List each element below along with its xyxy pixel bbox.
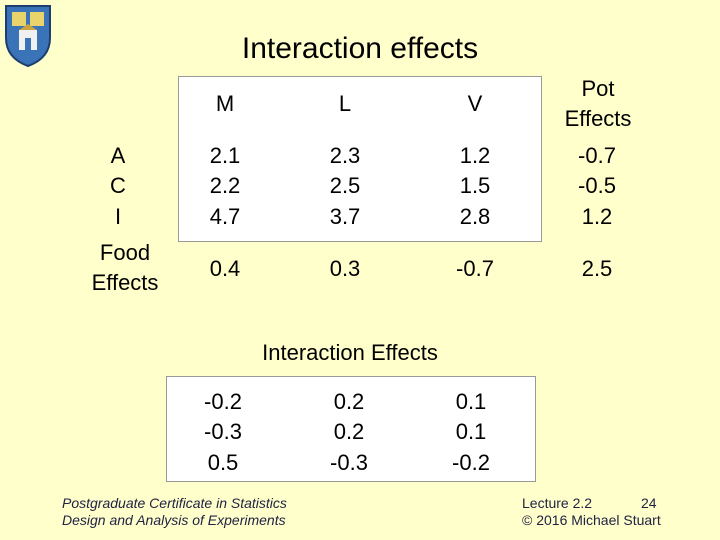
slide-title: Interaction effects [241, 32, 479, 65]
food-effect-v: -0.7 [456, 256, 494, 281]
cell-i-v: 2.8 [459, 204, 491, 229]
cell-c-pot: -0.5 [578, 173, 616, 198]
footer-page-number: 24 [641, 495, 657, 511]
ie-cell-2-1: -0.3 [204, 419, 242, 444]
food-effect-pot: 2.5 [581, 256, 613, 281]
interaction-effects-table [166, 376, 536, 482]
header-v: V [467, 91, 483, 116]
cell-c-l: 2.5 [329, 173, 361, 198]
footer-course-line1: Postgraduate Certificate in Statistics [62, 495, 287, 511]
row-label-c: C [110, 173, 126, 198]
header-m: M [215, 91, 235, 116]
footer-copyright: © 2016 Michael Stuart [522, 512, 661, 528]
cell-i-l: 3.7 [329, 204, 361, 229]
food-effects-label: Food Effects [91, 240, 159, 295]
cell-a-v: 1.2 [459, 143, 491, 168]
header-l: L [338, 91, 352, 116]
cell-c-m: 2.2 [209, 173, 241, 198]
cell-a-pot: -0.7 [578, 143, 616, 168]
row-label-i: I [114, 204, 122, 229]
footer-lecture: Lecture 2.2 [522, 495, 593, 511]
row-label-a: A [110, 143, 126, 168]
ie-cell-2-2: 0.2 [333, 419, 365, 444]
cell-a-m: 2.1 [209, 143, 241, 168]
effects-table [178, 76, 542, 242]
header-pot-effects: Pot Effects [564, 76, 632, 131]
ie-cell-2-3: 0.1 [455, 419, 487, 444]
cell-i-m: 4.7 [209, 204, 241, 229]
ie-cell-1-3: 0.1 [455, 389, 487, 414]
footer-course-line2: Design and Analysis of Experiments [62, 512, 286, 528]
ie-cell-3-2: -0.3 [330, 450, 368, 475]
cell-a-l: 2.3 [329, 143, 361, 168]
cell-c-v: 1.5 [459, 173, 491, 198]
university-crest-logo [5, 5, 51, 68]
ie-cell-1-2: 0.2 [333, 389, 365, 414]
ie-cell-3-3: -0.2 [452, 450, 490, 475]
ie-cell-3-1: 0.5 [207, 450, 239, 475]
food-effect-l: 0.3 [329, 256, 361, 281]
interaction-effects-title: Interaction Effects [262, 340, 438, 365]
ie-cell-1-1: -0.2 [204, 389, 242, 414]
food-effect-m: 0.4 [209, 256, 241, 281]
cell-i-pot: 1.2 [581, 204, 613, 229]
